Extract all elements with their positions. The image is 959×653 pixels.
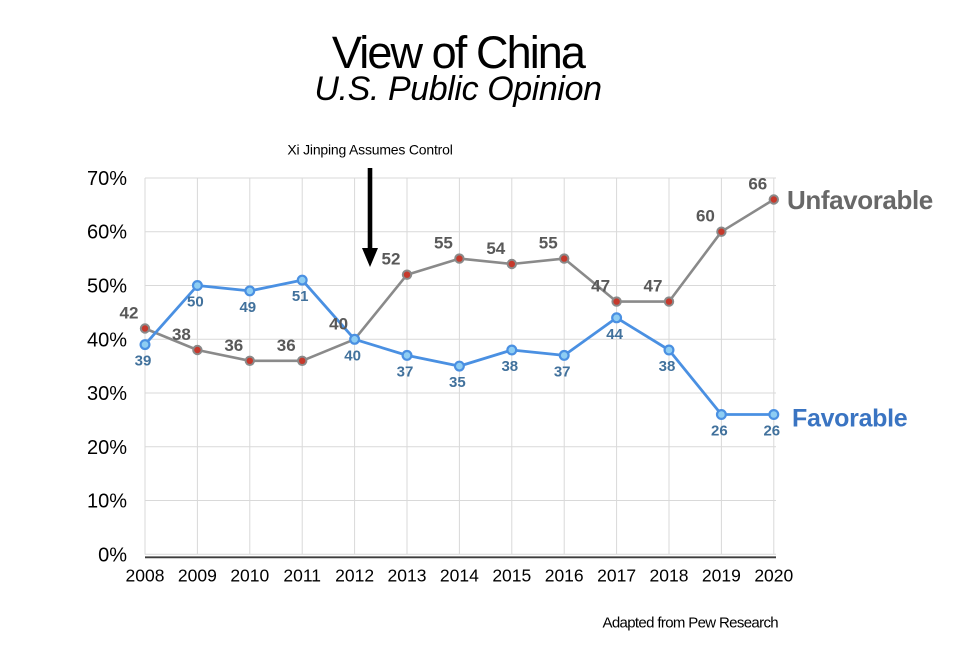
svg-text:2010: 2010 — [230, 566, 269, 586]
svg-text:10%: 10% — [87, 491, 127, 513]
svg-text:2017: 2017 — [597, 566, 636, 586]
svg-text:U.S. Public Opinion: U.S. Public Opinion — [314, 70, 601, 108]
svg-text:66: 66 — [748, 175, 767, 194]
svg-text:44: 44 — [606, 326, 623, 343]
svg-text:37: 37 — [397, 363, 414, 380]
svg-text:47: 47 — [644, 277, 663, 296]
svg-text:26: 26 — [763, 423, 780, 440]
svg-text:70%: 70% — [87, 168, 127, 190]
svg-text:40%: 40% — [87, 329, 127, 351]
svg-text:37: 37 — [554, 363, 571, 380]
svg-text:36: 36 — [277, 336, 296, 355]
svg-text:54: 54 — [486, 239, 505, 258]
svg-text:38: 38 — [659, 358, 676, 375]
svg-text:2009: 2009 — [178, 566, 217, 586]
svg-text:View of China: View of China — [332, 27, 587, 78]
svg-text:50%: 50% — [87, 276, 127, 298]
svg-text:40: 40 — [344, 347, 361, 364]
svg-text:35: 35 — [449, 374, 466, 391]
svg-text:42: 42 — [120, 304, 139, 323]
svg-text:40: 40 — [329, 314, 348, 333]
svg-text:2011: 2011 — [283, 566, 321, 586]
svg-text:2020: 2020 — [754, 566, 793, 586]
svg-text:2008: 2008 — [126, 566, 165, 586]
svg-text:26: 26 — [711, 423, 728, 440]
svg-text:36: 36 — [224, 336, 243, 355]
svg-text:38: 38 — [501, 358, 518, 375]
svg-text:2013: 2013 — [388, 566, 427, 586]
svg-text:Adapted from Pew Research: Adapted from Pew Research — [602, 615, 778, 632]
svg-text:60: 60 — [696, 207, 715, 226]
svg-text:55: 55 — [539, 234, 558, 253]
svg-text:49: 49 — [239, 299, 256, 316]
svg-text:2012: 2012 — [335, 566, 374, 586]
svg-text:55: 55 — [434, 234, 453, 253]
svg-text:2016: 2016 — [545, 566, 584, 586]
svg-text:60%: 60% — [87, 222, 127, 244]
svg-text:51: 51 — [292, 288, 309, 305]
svg-text:2014: 2014 — [440, 566, 479, 586]
svg-text:2019: 2019 — [702, 566, 741, 586]
svg-text:0%: 0% — [98, 544, 127, 566]
svg-text:30%: 30% — [87, 383, 127, 405]
svg-text:52: 52 — [382, 250, 401, 269]
svg-text:2015: 2015 — [492, 566, 531, 586]
svg-text:Unfavorable: Unfavorable — [787, 185, 933, 215]
svg-text:38: 38 — [172, 325, 191, 344]
svg-text:2018: 2018 — [650, 566, 689, 586]
svg-text:Xi Jinping Assumes Control: Xi Jinping Assumes Control — [287, 142, 452, 158]
svg-text:20%: 20% — [87, 437, 127, 459]
svg-text:47: 47 — [591, 277, 610, 296]
svg-text:50: 50 — [187, 294, 204, 311]
svg-text:Favorable: Favorable — [792, 405, 908, 433]
svg-text:39: 39 — [135, 353, 152, 370]
